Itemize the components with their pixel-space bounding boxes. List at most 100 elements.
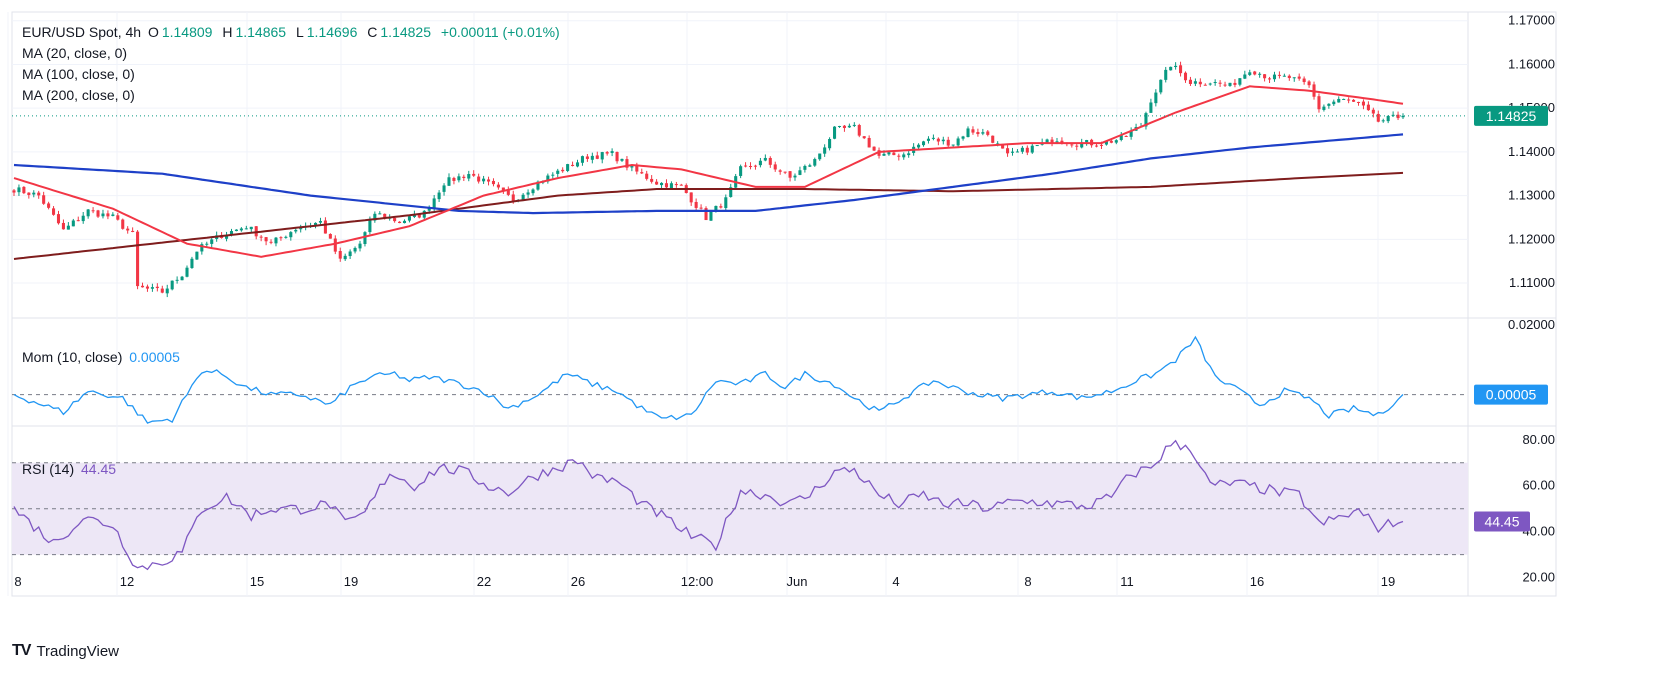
- ma200-legend[interactable]: MA (200, close, 0): [22, 87, 135, 103]
- candle-body: [719, 206, 723, 208]
- ma100-legend[interactable]: MA (100, close, 0): [22, 66, 135, 82]
- rsi-tick-label: 40.00: [1522, 524, 1555, 539]
- candle-body: [748, 166, 753, 168]
- candle-body: [551, 174, 555, 176]
- candle-body: [1010, 151, 1015, 153]
- last-price-label: 1.14825: [1486, 108, 1537, 124]
- candle-body: [620, 158, 624, 161]
- candle-body: [936, 138, 940, 142]
- candle-body: [1282, 75, 1286, 77]
- mom-label: Mom (10, close): [22, 349, 123, 365]
- ma20-legend[interactable]: MA (20, close, 0): [22, 45, 128, 61]
- candle-body: [778, 170, 782, 172]
- candle-body: [852, 124, 856, 126]
- brand[interactable]: TV TradingView: [12, 642, 119, 660]
- candle-body: [625, 159, 629, 168]
- candle-body: [783, 171, 787, 173]
- rsi-tick-label: 80.00: [1522, 432, 1555, 447]
- rsi-tick-label: 20.00: [1522, 570, 1555, 585]
- candle-body: [368, 220, 372, 233]
- candle-body: [1213, 82, 1217, 84]
- candle-body: [1104, 140, 1108, 145]
- mom-value-label: 0.00005: [1486, 387, 1537, 403]
- candle-body: [847, 125, 851, 128]
- candle-body: [714, 205, 718, 212]
- candle-body: [52, 208, 56, 215]
- candle-body: [1332, 101, 1336, 105]
- candle-body: [1208, 83, 1212, 85]
- candle-body: [1183, 72, 1188, 81]
- candle-body: [323, 220, 327, 234]
- candle-body: [32, 192, 36, 195]
- high-value: 1.14865: [235, 24, 287, 40]
- candle-body: [1317, 96, 1321, 110]
- rsi-value-label: 44.45: [1484, 513, 1519, 529]
- candle-body: [155, 286, 159, 289]
- rsi-value: 44.45: [81, 461, 117, 477]
- time-tick-label: 8: [14, 574, 21, 589]
- candle-body: [1070, 144, 1074, 146]
- time-tick-label: 19: [344, 574, 358, 589]
- candle-body: [650, 178, 654, 182]
- candle-body: [857, 125, 861, 136]
- last-price-badge: [1474, 105, 1548, 126]
- candle-body: [931, 137, 935, 139]
- candle-body: [1193, 81, 1197, 84]
- candle-body: [1025, 147, 1029, 153]
- mom-value-badge: [1474, 384, 1548, 405]
- candle-body: [837, 126, 842, 128]
- symbol-title[interactable]: EUR/USD Spot, 4h: [22, 24, 142, 40]
- candle-body: [793, 175, 797, 178]
- candle-body: [744, 165, 748, 167]
- candle-body: [1277, 74, 1281, 76]
- candle-body: [353, 247, 357, 252]
- candle-body: [343, 255, 347, 260]
- rsi-legend[interactable]: RSI (14) 44.45: [22, 461, 119, 477]
- candle-body: [605, 152, 609, 154]
- mom-legend[interactable]: Mom (10, close) 0.00005: [22, 349, 183, 365]
- candle-body: [882, 153, 886, 156]
- candle-body: [496, 184, 500, 188]
- candle-body: [442, 185, 446, 192]
- candle-body: [106, 213, 110, 217]
- candle-body: [808, 165, 812, 167]
- chart-frame: [11, 11, 1557, 597]
- candle-body: [437, 192, 441, 200]
- candle-body: [96, 210, 100, 217]
- candle-body: [1307, 81, 1311, 86]
- candle-body: [798, 170, 802, 175]
- candle-body: [1050, 139, 1054, 144]
- candle-body: [961, 136, 965, 139]
- candle-body: [1386, 115, 1390, 122]
- candle-body: [1188, 79, 1192, 84]
- time-tick-label: 15: [250, 574, 264, 589]
- candle-body: [294, 229, 298, 232]
- candle-body: [758, 160, 762, 166]
- candle-body: [487, 179, 491, 182]
- candle-body: [1159, 79, 1163, 93]
- candle-body: [145, 286, 149, 289]
- candle-body: [590, 155, 594, 160]
- candle-body: [828, 138, 832, 149]
- price-tick-label: 1.14000: [1508, 144, 1555, 159]
- candle-body: [299, 228, 303, 230]
- candle-body: [585, 156, 589, 159]
- candle-body: [318, 221, 323, 223]
- low-value: 1.14696: [306, 24, 358, 40]
- candle-body: [447, 177, 451, 186]
- candle-body: [991, 135, 995, 143]
- candle-body: [66, 225, 70, 230]
- candle-body: [630, 166, 634, 168]
- mom-line: [13, 335, 1404, 424]
- candle-body: [284, 236, 288, 238]
- candle-body: [917, 144, 921, 148]
- candle-body: [1085, 140, 1089, 143]
- candle-body: [457, 176, 461, 181]
- candle-body: [946, 139, 950, 146]
- candle-body: [244, 228, 248, 230]
- candle-body: [1149, 102, 1153, 113]
- candle-body: [531, 189, 535, 194]
- candle-body: [689, 192, 693, 203]
